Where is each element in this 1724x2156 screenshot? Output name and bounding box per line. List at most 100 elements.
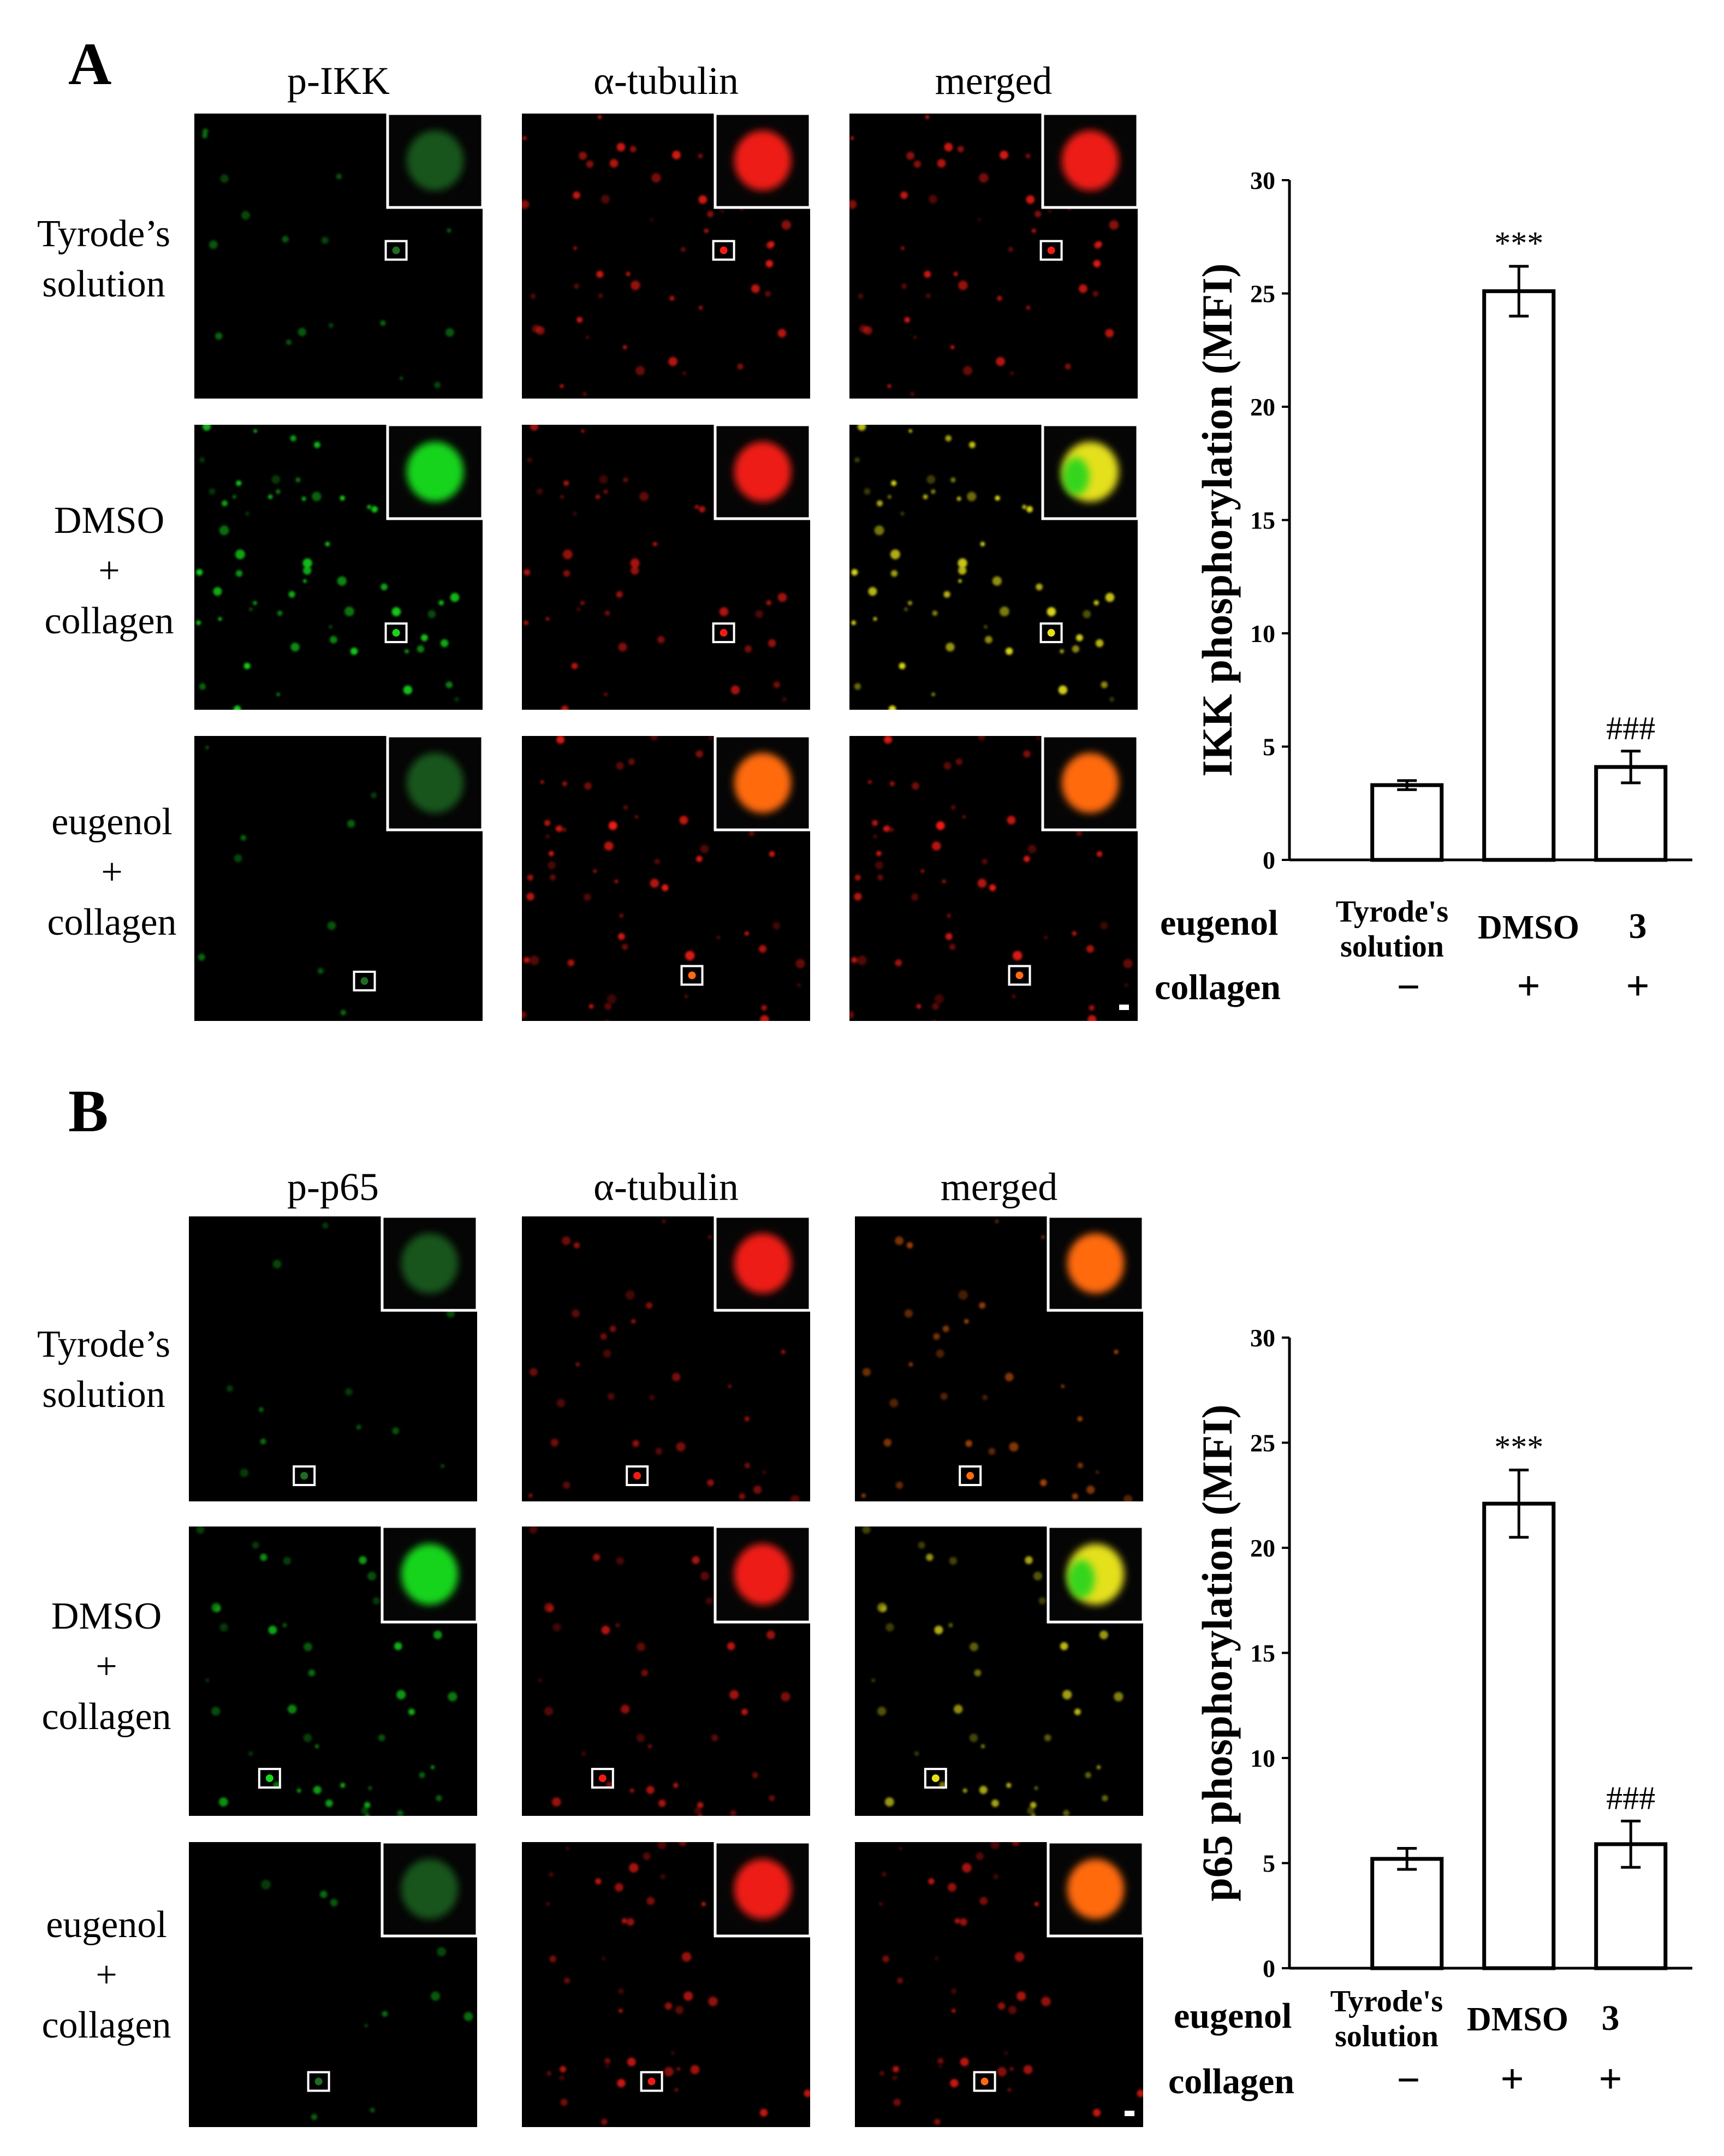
- cell-spot: [683, 1991, 693, 2001]
- cell-spot: [950, 2078, 959, 2088]
- cell-spot: [584, 893, 591, 901]
- cell-spot: [925, 115, 930, 119]
- cell-spot: [433, 1630, 442, 1640]
- cell-spot: [396, 1690, 406, 1700]
- cell-spot: [900, 191, 908, 199]
- cell-spot: [593, 869, 597, 874]
- cell-spot: [895, 1481, 903, 1489]
- cell-spot: [995, 1220, 999, 1223]
- cell-spot: [850, 136, 854, 140]
- cell-spot: [234, 854, 242, 863]
- cell-spot: [893, 2098, 901, 2106]
- micrograph-a-eugenol-pikk: [194, 736, 483, 1021]
- cell-spot: [889, 781, 895, 787]
- cell-spot: [419, 1772, 425, 1778]
- cell-spot: [888, 705, 896, 710]
- collagen-plus: +: [1500, 2056, 1524, 2102]
- cell-spot: [445, 681, 453, 688]
- cell-spot: [739, 1493, 746, 1500]
- cell-spot: [616, 142, 626, 152]
- cell-spot: [218, 617, 222, 621]
- cell-spot: [600, 1333, 607, 1340]
- cell-spot: [989, 884, 996, 892]
- cell-spot: [601, 194, 610, 204]
- cell-spot: [954, 1704, 963, 1714]
- condition-eugenol-3: 3: [1628, 906, 1647, 946]
- scale-bar: [1125, 2111, 1134, 2116]
- cell-spot: [1022, 504, 1027, 509]
- cell-spot: [403, 685, 413, 694]
- cell-spot: [1092, 2109, 1101, 2117]
- cell-spot: [1041, 1235, 1045, 1239]
- cell-spot: [621, 1704, 630, 1714]
- cell-spot: [945, 435, 952, 442]
- cell-spot: [955, 758, 962, 765]
- cell-spot: [573, 1242, 580, 1249]
- cell-spot: [1000, 151, 1008, 159]
- cell-spot: [944, 142, 953, 152]
- cell-spot: [463, 2012, 473, 2021]
- y-tick-label: 20: [1250, 1534, 1275, 1562]
- cell-spot: [619, 913, 623, 918]
- cell-spot: [777, 329, 787, 338]
- selected-cell: [1047, 246, 1055, 254]
- cell-spot: [301, 496, 306, 501]
- cell-spot: [958, 280, 968, 290]
- cell-spot: [1034, 1902, 1039, 1906]
- cell-spot: [879, 2071, 884, 2076]
- cell-spot: [330, 1898, 338, 1906]
- cell-spot: [245, 512, 249, 516]
- cell-spot: [548, 851, 554, 857]
- cell-spot: [1044, 1734, 1051, 1742]
- cell-spot: [211, 1602, 221, 1613]
- cell-spot: [530, 293, 536, 299]
- inset-cell: [734, 752, 792, 813]
- selected-cell: [598, 1774, 607, 1783]
- cell-spot: [980, 1744, 985, 1749]
- cell-spot: [604, 692, 608, 697]
- cell-spot: [630, 558, 640, 568]
- cell-spot: [367, 1571, 377, 1581]
- cell-spot: [336, 174, 342, 180]
- cell-spot: [884, 736, 893, 744]
- cell-spot: [440, 639, 449, 648]
- cell-spot: [1027, 1807, 1035, 1815]
- cell-spot: [249, 607, 253, 611]
- condition-tyrode-line: Tyrode's: [1330, 1985, 1443, 2018]
- cell-spot: [762, 1470, 766, 1474]
- cell-spot: [849, 200, 857, 209]
- cell-spot: [908, 429, 912, 433]
- cell-spot: [977, 878, 987, 888]
- selected-cell: [360, 977, 368, 985]
- cell-spot: [268, 1625, 277, 1635]
- cell-spot: [430, 1765, 435, 1769]
- cell-spot: [744, 645, 752, 653]
- cell-spot: [950, 477, 956, 483]
- cell-spot: [884, 1797, 894, 1807]
- cell-spot: [657, 1842, 667, 1850]
- cell-spot: [1124, 983, 1129, 988]
- cell-spot: [561, 705, 569, 710]
- cell-spot: [615, 1623, 620, 1628]
- cell-spot: [564, 1977, 570, 1984]
- cell-spot: [364, 2023, 368, 2028]
- cell-spot: [595, 1878, 602, 1885]
- cell-spot: [607, 994, 617, 1004]
- cell-spot: [1061, 1384, 1065, 1388]
- y-tick-label: 5: [1263, 1850, 1275, 1878]
- cell-spot: [707, 210, 714, 218]
- cell-spot: [529, 955, 539, 965]
- significance-label: ***: [1494, 225, 1543, 262]
- cell-spot: [796, 983, 801, 988]
- cell-spot: [969, 1733, 978, 1742]
- inset-cell-edge: [1062, 458, 1090, 495]
- bar: [1370, 1857, 1444, 1970]
- micrograph-a-tyrode-tubulin: [522, 114, 810, 399]
- cell-spot: [632, 1440, 639, 1447]
- cell-spot: [524, 620, 528, 625]
- cell-spot: [938, 2064, 942, 2069]
- inset-cell: [1061, 752, 1119, 813]
- cell-spot: [202, 425, 211, 431]
- cell-spot: [979, 1302, 986, 1309]
- cell-spot: [931, 489, 936, 494]
